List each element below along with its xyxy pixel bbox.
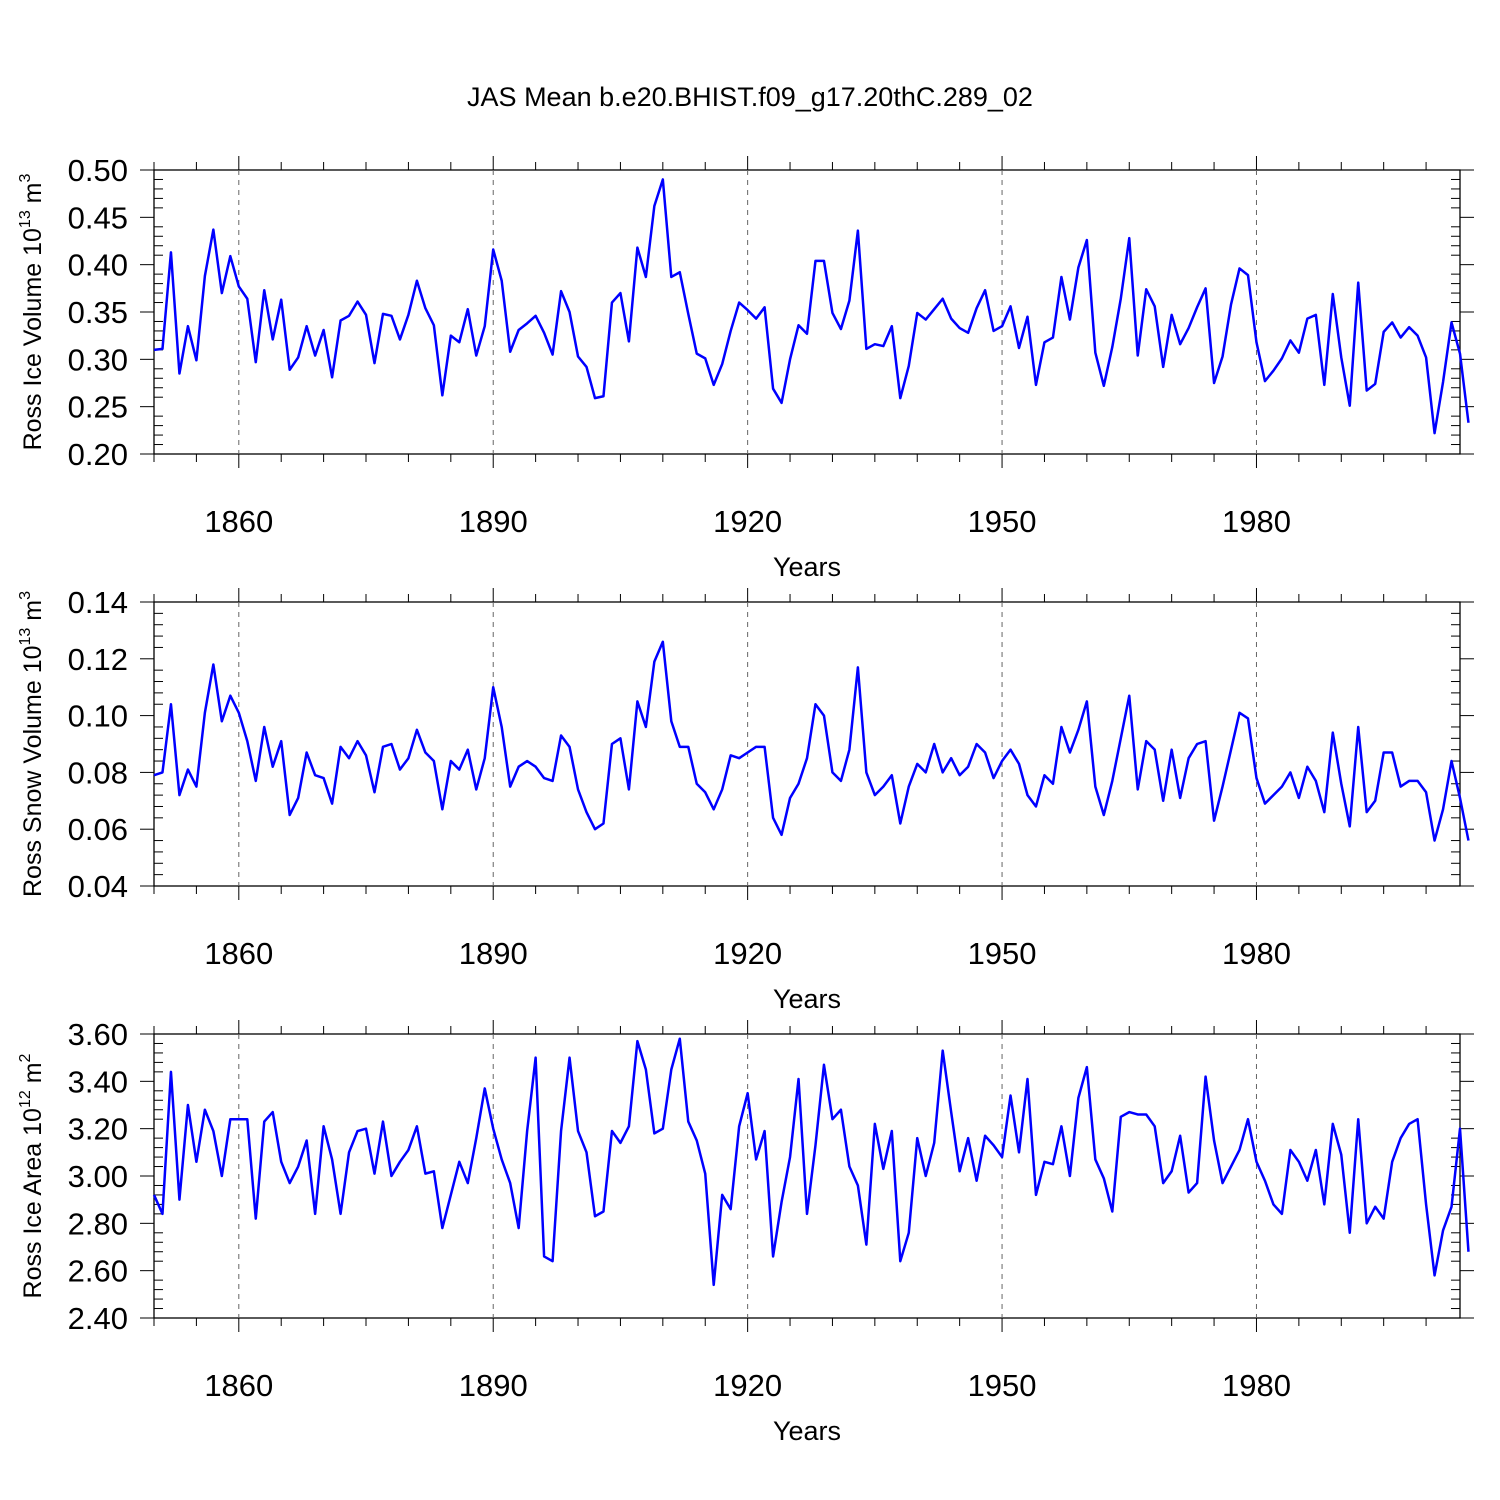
panel2-ytick-label-2: 2.80 xyxy=(68,1206,128,1241)
panel2-ylabel-main: Ross Ice Area 10 xyxy=(19,1108,47,1298)
panel0-ylabel-exp: 13 xyxy=(17,210,34,228)
panel0-ylabel-unit-exp: 3 xyxy=(17,173,34,182)
panel2-ylabel-exp: 12 xyxy=(17,1090,34,1108)
panel-ross-ice-area: 1860 1890 1920 1950 1980 Years 2.40 2.60 2.80 3.0… xyxy=(17,1017,1474,1446)
panel2-xtick-label-1890: 1890 xyxy=(459,1368,528,1403)
panel1-xtick-label-1950: 1950 xyxy=(968,936,1037,971)
panel0-ytick-label-6: 0.50 xyxy=(68,153,128,188)
panel2-ylabel-unit-exp: 2 xyxy=(17,1053,34,1062)
panel1-plot-frame xyxy=(153,601,1461,887)
panel0-y-axis-label: Ross Ice Volume 1013 m3 xyxy=(17,173,47,450)
panel2-xtick-label-1980: 1980 xyxy=(1222,1368,1291,1403)
panel1-x-axis-label: Years xyxy=(773,984,841,1014)
panel1-xtick-label-1920: 1920 xyxy=(713,936,782,971)
panel1-ytick-label-2: 0.08 xyxy=(68,755,128,790)
panel2-series-line-0 xyxy=(152,1037,1470,1287)
panel1-y-axis-label: Ross Snow Volume 1013 m3 xyxy=(17,591,47,897)
panel0-ytick-label-2: 0.30 xyxy=(68,342,128,377)
panel1-ylabel-unit: m xyxy=(19,600,47,628)
panel2-ytick-label-5: 3.40 xyxy=(68,1064,128,1099)
panel-ross-ice-volume: 1860 1890 1920 1950 1980 Years 0.20 0.25 0.30 0.3… xyxy=(17,153,1474,582)
panel1-ylabel-unit-exp: 3 xyxy=(17,591,34,600)
panel1-series-line-0 xyxy=(153,640,1470,842)
panel0-xtick-label-1950: 1950 xyxy=(968,504,1037,539)
panel0-x-axis-label: Years xyxy=(773,552,841,582)
panel1-ytick-label-3: 0.10 xyxy=(68,699,128,734)
panel0-ytick-label-5: 0.45 xyxy=(68,200,128,235)
panel2-ytick-label-1: 2.60 xyxy=(68,1254,128,1289)
panel-ross-snow-volume: 1860 1890 1920 1950 1980 Years 0.04 0.06 0.08 0.1… xyxy=(17,585,1474,1014)
panel1-xtick-label-1980: 1980 xyxy=(1222,936,1291,971)
panel1-ytick-label-0: 0.04 xyxy=(68,869,128,904)
panel0-ytick-label-3: 0.35 xyxy=(68,295,128,330)
panel0-series-line-0 xyxy=(153,178,1470,435)
panel2-ylabel-unit: m xyxy=(19,1062,47,1090)
chart-title: JAS Mean b.e20.BHIST.f09_g17.20thC.289_0… xyxy=(467,82,1033,112)
panel2-xtick-label-1860: 1860 xyxy=(204,1368,273,1403)
panel0-ytick-label-0: 0.20 xyxy=(68,437,128,472)
panel2-xtick-label-1920: 1920 xyxy=(713,1368,782,1403)
panel2-ytick-label-6: 3.60 xyxy=(68,1017,128,1052)
panel1-xtick-label-1860: 1860 xyxy=(204,936,273,971)
panel0-xtick-label-1890: 1890 xyxy=(459,504,528,539)
panel1-ytick-label-4: 0.12 xyxy=(68,642,128,677)
panel2-y-axis-label: Ross Ice Area 1012 m2 xyxy=(17,1053,47,1298)
panel2-ytick-label-0: 2.40 xyxy=(68,1301,128,1336)
panel2-xtick-label-1950: 1950 xyxy=(968,1368,1037,1403)
panel2-x-axis-label: Years xyxy=(773,1416,841,1446)
panel1-ytick-label-5: 0.14 xyxy=(68,585,128,620)
panel0-xtick-label-1860: 1860 xyxy=(204,504,273,539)
panel2-ytick-label-4: 3.20 xyxy=(68,1112,128,1147)
panel1-ylabel-main: Ross Snow Volume 10 xyxy=(19,645,47,897)
panel1-xtick-label-1890: 1890 xyxy=(459,936,528,971)
panel1-ytick-label-1: 0.06 xyxy=(68,812,128,847)
panel1-ylabel-exp: 13 xyxy=(17,628,34,646)
panel0-ylabel-main: Ross Ice Volume 10 xyxy=(19,228,47,450)
panel0-xtick-label-1980: 1980 xyxy=(1222,504,1291,539)
panel0-xtick-label-1920: 1920 xyxy=(713,504,782,539)
panel0-ylabel-unit: m xyxy=(19,182,47,210)
panel0-ytick-label-4: 0.40 xyxy=(68,248,128,283)
panel2-ytick-label-3: 3.00 xyxy=(68,1159,128,1194)
panel0-ytick-label-1: 0.25 xyxy=(68,390,128,425)
